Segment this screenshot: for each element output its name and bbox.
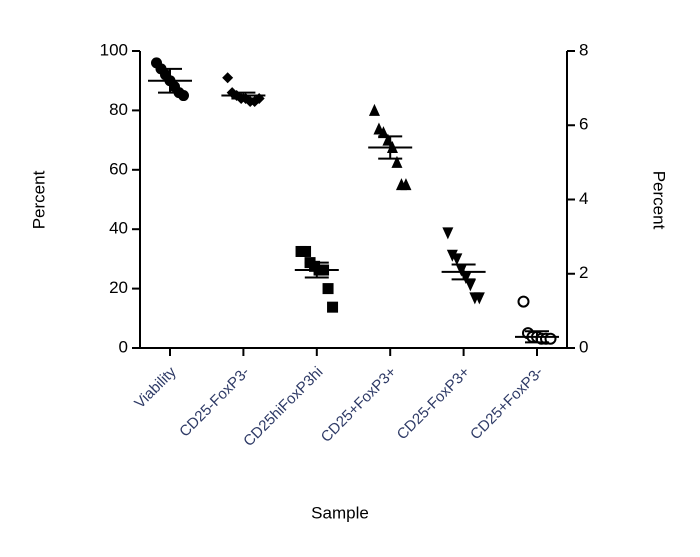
y2-tick-label: 8	[579, 40, 588, 59]
y2-tick-label: 0	[579, 337, 588, 356]
y-tick-label: 20	[109, 278, 128, 297]
y-axis-label: Percent	[29, 170, 48, 229]
point	[451, 253, 463, 266]
y-tick-label: 60	[109, 159, 128, 178]
x-tick-label: Viability	[131, 363, 180, 412]
x-tick-label: CD25+FoxP3-	[467, 364, 547, 444]
y-tick-label: 80	[109, 100, 128, 119]
point	[517, 295, 530, 308]
x-tick-label: CD25-FoxP3-	[176, 364, 253, 441]
x-tick-label: CD25+FoxP3+	[318, 363, 400, 445]
point	[400, 178, 412, 191]
y2-tick-label: 4	[579, 189, 588, 208]
point	[300, 245, 312, 257]
point	[391, 155, 403, 168]
point	[473, 292, 485, 305]
point	[446, 249, 458, 262]
point	[377, 126, 389, 139]
y2-tick-label: 2	[579, 263, 588, 282]
point	[222, 72, 234, 84]
y-tick-label: 0	[119, 337, 128, 356]
point	[322, 283, 334, 295]
x-tick-label: CD25hiFoxP3hi	[240, 364, 326, 450]
x-tick-label: CD25-FoxP3+	[394, 363, 474, 443]
y2-tick-label: 6	[579, 115, 588, 134]
point	[327, 301, 339, 313]
point	[442, 227, 454, 240]
point	[368, 103, 380, 116]
y-tick-label: 40	[109, 219, 128, 238]
y2-axis-label: Percent	[650, 171, 669, 230]
x-axis-label: Sample	[311, 503, 369, 522]
point	[464, 279, 476, 292]
y-tick-label: 100	[100, 40, 128, 59]
